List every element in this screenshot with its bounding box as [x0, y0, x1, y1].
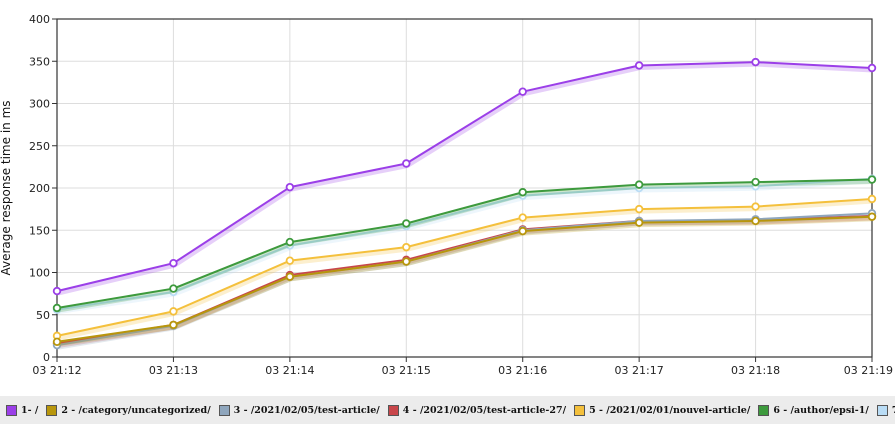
legend-item-6[interactable]: 6 - /author/epsi-1/	[758, 404, 869, 416]
x-tick-label: 03 21:17	[615, 364, 664, 377]
legend-swatch	[758, 404, 770, 416]
legend-item-2[interactable]: 2 - /category/uncategorized/	[46, 404, 211, 416]
x-tick-label: 03 21:18	[731, 364, 780, 377]
data-point[interactable]	[169, 307, 178, 316]
data-point[interactable]	[169, 284, 178, 293]
data-point[interactable]	[518, 188, 527, 197]
legend-label: 4 - /2021/02/05/test-article-27/	[402, 404, 567, 416]
data-point[interactable]	[634, 180, 644, 189]
series-line-shadow	[57, 61, 874, 296]
data-point[interactable]	[285, 182, 295, 192]
data-point[interactable]	[169, 259, 178, 268]
data-point[interactable]	[402, 242, 411, 252]
legend-label: 1- /	[21, 404, 39, 416]
series-lines	[52, 57, 877, 350]
y-tick-label: 50	[36, 309, 50, 322]
y-tick-label: 100	[29, 267, 50, 280]
legend-swatch	[387, 404, 399, 416]
x-tick-label: 03 21:19	[844, 364, 893, 377]
legend-item-7[interactable]: 7 - /author/epsi-1/	[876, 404, 895, 416]
y-axis-title: Average response time in ms	[0, 100, 13, 275]
data-point[interactable]	[634, 61, 644, 70]
x-axis-ticks: 03 21:12 03 21:13 03 21:14 03 21:15 03 21:16…	[32, 357, 893, 377]
data-point[interactable]	[518, 213, 527, 222]
x-tick-label: 03 21:16	[498, 364, 547, 377]
series-5	[52, 194, 877, 341]
data-point[interactable]	[634, 204, 644, 214]
legend-item-4[interactable]: 4 - /2021/02/05/test-article-27/	[387, 404, 567, 416]
series-2	[52, 212, 877, 347]
series-line	[56, 61, 873, 293]
x-tick-label: 03 21:12	[32, 364, 81, 377]
x-tick-label: 03 21:13	[149, 364, 198, 377]
y-tick-label: 150	[29, 224, 50, 237]
chart-legend: 1- / 2 - /category/uncategorized/3 - /202…	[0, 396, 895, 424]
data-point[interactable]	[634, 218, 644, 227]
data-point[interactable]	[402, 257, 411, 266]
data-point[interactable]	[52, 303, 62, 313]
series-line-shadow	[57, 198, 874, 341]
series-1	[52, 57, 877, 296]
legend-swatch	[574, 404, 586, 416]
data-point[interactable]	[751, 177, 760, 187]
legend-swatch	[218, 404, 230, 416]
series-line	[56, 178, 873, 309]
legend-swatch	[46, 404, 58, 416]
data-point[interactable]	[285, 272, 295, 281]
y-tick-label: 0	[43, 351, 50, 364]
grid-lines	[56, 18, 873, 358]
data-point[interactable]	[52, 286, 62, 296]
y-tick-label: 200	[29, 182, 50, 195]
series-line-shadow	[57, 179, 874, 313]
series-line	[56, 177, 873, 311]
data-point[interactable]	[751, 57, 760, 67]
data-point[interactable]	[751, 202, 760, 211]
legend-item-1[interactable]: 1- /	[6, 404, 39, 416]
y-tick-label: 400	[29, 13, 50, 26]
series-6	[52, 175, 877, 313]
data-point[interactable]	[518, 226, 527, 236]
series-line-shadow	[57, 216, 874, 347]
x-tick-label: 03 21:14	[265, 364, 314, 377]
y-tick-label: 300	[29, 98, 50, 111]
legend-item-3[interactable]: 3 - /2021/02/05/test-article/	[218, 404, 380, 416]
legend-label: 3 - /2021/02/05/test-article/	[233, 404, 380, 416]
legend-swatch	[6, 404, 17, 416]
data-point[interactable]	[751, 216, 760, 226]
data-point[interactable]	[867, 212, 877, 221]
data-point[interactable]	[518, 87, 527, 96]
y-tick-label: 250	[29, 140, 50, 153]
legend-label: 6 - /author/epsi-1/	[773, 404, 869, 416]
data-point[interactable]	[402, 219, 411, 228]
series-line-shadow	[57, 178, 874, 315]
legend-label: 7 - /author/epsi-1/	[892, 405, 895, 416]
data-point[interactable]	[867, 194, 877, 204]
legend-swatch	[876, 404, 888, 416]
data-point[interactable]	[867, 63, 877, 73]
data-point[interactable]	[285, 256, 295, 265]
legend-label: 2 - /category/uncategorized/	[61, 404, 211, 416]
data-point[interactable]	[867, 175, 877, 184]
series-line	[56, 197, 873, 337]
data-point[interactable]	[52, 337, 62, 346]
x-tick-label: 03 21:15	[382, 364, 431, 377]
data-point[interactable]	[285, 237, 295, 247]
series-line	[56, 215, 873, 343]
data-point[interactable]	[169, 320, 178, 330]
data-point[interactable]	[402, 159, 411, 168]
legend-label: 5 - /2021/02/01/nouvel-article/	[589, 404, 751, 416]
y-axis-ticks: 0 50 100 150 200 250 300 350 400	[29, 13, 57, 364]
y-tick-label: 350	[29, 55, 50, 68]
legend-item-5[interactable]: 5 - /2021/02/01/nouvel-article/	[574, 404, 751, 416]
